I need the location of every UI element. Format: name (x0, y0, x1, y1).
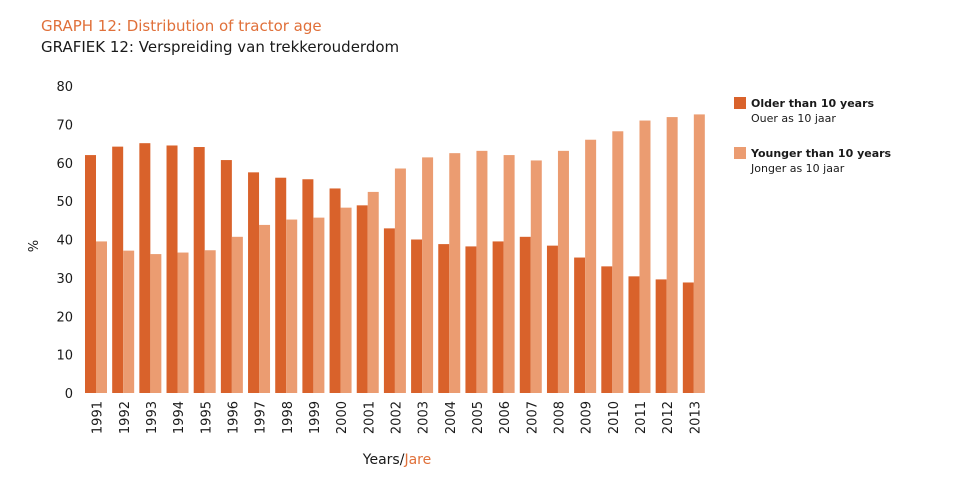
bar-older (275, 177, 287, 393)
bar-older (383, 228, 395, 393)
bar-younger (259, 224, 271, 393)
bar-younger (394, 168, 406, 393)
bar-younger (422, 157, 434, 393)
x-tick-label: 2007 (525, 401, 540, 434)
bar-younger (313, 217, 325, 393)
bar-younger (340, 207, 352, 393)
bar-older (438, 244, 450, 393)
x-tick-label: 1994 (172, 401, 187, 434)
legend-sublabel-younger: Jonger as 10 jaar (751, 162, 845, 175)
x-tick-label: 2003 (417, 401, 432, 434)
bar-older (546, 245, 558, 393)
bar-younger (286, 219, 298, 393)
y-tick-label: 0 (65, 387, 73, 402)
x-tick-label: 1996 (226, 401, 241, 434)
y-tick-label: 40 (56, 234, 73, 249)
x-tick-label: 1992 (118, 401, 133, 434)
x-tick-label: 1997 (254, 401, 269, 434)
bar-older (329, 188, 341, 393)
x-tick-label: 2013 (688, 401, 703, 434)
bar-older (655, 279, 667, 393)
legend-item-older: Older than 10 years Ouer as 10 jaar (734, 96, 954, 126)
x-tick-label: 1991 (91, 401, 106, 434)
bar-older (302, 179, 314, 393)
bar-older (112, 146, 124, 393)
x-tick-label: 2011 (634, 401, 649, 434)
legend-swatch-younger (734, 147, 746, 159)
bar-younger (530, 160, 542, 393)
legend-label-younger: Younger than 10 years (751, 147, 892, 160)
legend-swatch-older (734, 97, 746, 109)
bar-younger (639, 120, 651, 393)
x-tick-label: 1999 (308, 401, 323, 434)
bar-older (139, 143, 151, 393)
legend-sublabel-older: Ouer as 10 jaar (751, 112, 836, 125)
x-tick-label: 2009 (580, 401, 595, 434)
bar-younger (231, 236, 243, 393)
chart-subtitle: GRAFIEK 12: Verspreiding van trekkeroude… (41, 38, 400, 56)
legend-label-older: Older than 10 years (751, 97, 875, 110)
bar-younger (449, 153, 461, 393)
x-tick-label: 1998 (281, 401, 296, 434)
bar-younger (503, 155, 515, 393)
chart-title: GRAPH 12: Distribution of tractor age (41, 17, 322, 35)
bar-younger (204, 250, 216, 393)
bar-younger (96, 241, 107, 393)
x-tick-label: 2006 (498, 401, 513, 434)
bar-younger (612, 131, 624, 393)
bar-older (411, 239, 423, 393)
bar-older (220, 160, 232, 393)
y-tick-label: 60 (56, 157, 73, 172)
bar-older (356, 205, 368, 393)
y-tick-label: 30 (56, 272, 73, 287)
x-tick-label: 2004 (444, 401, 459, 434)
bar-older (248, 172, 260, 393)
x-axis-title-en: Years/ (362, 452, 405, 468)
bar-younger (367, 191, 379, 393)
bar-older (519, 236, 531, 393)
x-tick-label: 1993 (145, 401, 160, 434)
bar-older (628, 276, 640, 393)
x-axis-title: Years/Jare (0, 452, 794, 468)
x-tick-label: 1995 (199, 401, 214, 434)
bar-younger (666, 117, 678, 394)
bar-younger (557, 150, 569, 393)
y-tick-label: 50 (56, 195, 73, 210)
bar-older (574, 257, 586, 393)
x-tick-label: 2001 (362, 401, 377, 434)
x-tick-label: 2010 (607, 401, 622, 434)
bar-older (682, 282, 694, 393)
bar-younger (150, 254, 162, 393)
bar-older (85, 155, 96, 393)
bar-younger (177, 252, 189, 393)
bar-older (193, 147, 205, 393)
bar-younger (693, 114, 705, 394)
x-tick-label: 2000 (335, 401, 350, 434)
bar-older (166, 145, 178, 393)
bar-older (601, 266, 613, 393)
legend-item-younger: Younger than 10 years Jonger as 10 jaar (734, 146, 954, 176)
y-tick-label: 20 (56, 310, 73, 325)
bar-younger (585, 139, 597, 393)
y-tick-label: 70 (56, 118, 73, 133)
bar-younger (123, 250, 135, 393)
legend: Older than 10 years Ouer as 10 jaar Youn… (734, 96, 954, 196)
x-tick-label: 2012 (661, 401, 676, 434)
x-tick-label: 2005 (471, 401, 486, 434)
y-axis-title: % (24, 240, 39, 252)
x-tick-label: 2008 (553, 401, 568, 434)
x-axis-title-af: Jare (404, 452, 432, 468)
y-tick-label: 80 (56, 80, 73, 95)
y-tick-label: 10 (56, 349, 73, 364)
bar-older (492, 241, 504, 393)
bar-younger (476, 150, 488, 393)
bar-older (465, 246, 477, 393)
x-tick-label: 2002 (390, 401, 405, 434)
